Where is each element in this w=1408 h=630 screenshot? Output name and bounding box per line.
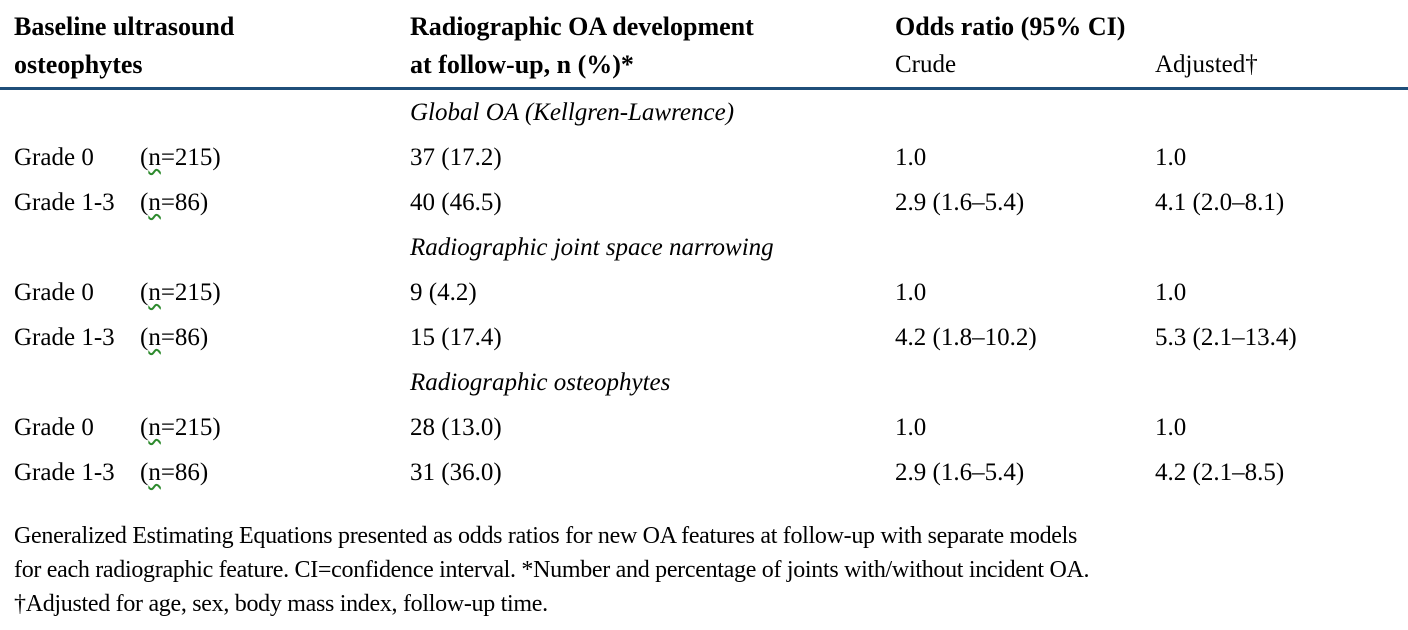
table-row: Grade 1-3 (n=86) 40 (46.5) 2.9 (1.6–5.4)… — [14, 180, 1394, 225]
section-heading-radiographic-osteophytes: Radiographic osteophytes — [410, 368, 671, 396]
adjusted-odds-value: 1.0 — [1155, 278, 1187, 306]
adjusted-odds-value: 4.1 (2.0–8.1) — [1155, 188, 1285, 216]
grammar-squiggle-n: n — [148, 323, 161, 351]
grammar-squiggle-n: n — [148, 188, 161, 216]
n-count: (n=86) — [140, 324, 410, 352]
table-row: Grade 1-3 (n=86) 31 (36.0) 2.9 (1.6–5.4)… — [14, 450, 1394, 495]
n-rest: =215) — [160, 413, 221, 441]
table-header: Baseline ultrasound osteophytes Radiogra… — [14, 8, 1394, 84]
n-paren-open: ( — [140, 188, 149, 216]
table-footnote: Generalized Estimating Equations present… — [14, 519, 1394, 621]
footnote-line: Generalized Estimating Equations present… — [14, 523, 1078, 549]
n-rest: =215) — [160, 278, 221, 306]
adjusted-odds-value: 1.0 — [1155, 143, 1187, 171]
table-row: Grade 1-3 (n=86) 15 (17.4) 4.2 (1.8–10.2… — [14, 315, 1394, 360]
crude-odds-value: 1.0 — [895, 143, 927, 171]
n-count: (n=86) — [140, 189, 410, 217]
n-rest: =86) — [160, 458, 209, 486]
development-value: 31 (36.0) — [410, 458, 502, 486]
grade-label: Grade 0 — [14, 413, 94, 441]
header-odds-ratio-group: Odds ratio (95% CI) Crude Adjusted† — [895, 8, 1394, 84]
adjusted-odds-value: 5.3 (2.1–13.4) — [1155, 323, 1297, 351]
n-paren-open: ( — [140, 143, 149, 171]
development-value: 40 (46.5) — [410, 188, 502, 216]
development-value: 15 (17.4) — [410, 323, 502, 351]
n-count: (n=86) — [140, 459, 410, 487]
n-paren-open: ( — [140, 323, 149, 351]
grade-label: Grade 1-3 — [14, 458, 115, 486]
development-value: 37 (17.2) — [410, 143, 502, 171]
grammar-squiggle-n: n — [148, 278, 161, 306]
n-rest: =86) — [160, 323, 209, 351]
n-rest: =215) — [160, 143, 221, 171]
crude-odds-value: 1.0 — [895, 278, 927, 306]
development-value: 9 (4.2) — [410, 278, 477, 306]
n-paren-open: ( — [140, 458, 149, 486]
grade-label: Grade 0 — [14, 143, 94, 171]
footnote-line: †Adjusted for age, sex, body mass index,… — [14, 591, 548, 617]
adjusted-odds-value: 4.2 (2.1–8.5) — [1155, 458, 1285, 486]
crude-odds-value: 1.0 — [895, 413, 927, 441]
grade-label: Grade 0 — [14, 278, 94, 306]
grade-label: Grade 1-3 — [14, 188, 115, 216]
n-paren-open: ( — [140, 278, 149, 306]
table-body: Global OA (Kellgren-Lawrence) Grade 0 (n… — [14, 90, 1394, 495]
table-row: Grade 0 (n=215) 37 (17.2) 1.0 1.0 — [14, 135, 1394, 180]
crude-odds-value: 2.9 (1.6–5.4) — [895, 188, 1025, 216]
section-heading-joint-space-narrowing: Radiographic joint space narrowing — [410, 233, 774, 261]
crude-odds-value: 2.9 (1.6–5.4) — [895, 458, 1025, 486]
grammar-squiggle-n: n — [148, 143, 161, 171]
n-count: (n=215) — [140, 279, 410, 307]
footnote-line: for each radiographic feature. CI=confid… — [14, 557, 1090, 583]
n-paren-open: ( — [140, 413, 149, 441]
header-odds-ratio-subrow: Crude Adjusted† — [895, 46, 1394, 84]
header-adjusted: Adjusted† — [1155, 51, 1258, 78]
grade-label: Grade 1-3 — [14, 323, 115, 351]
header-baseline-ultrasound: Baseline ultrasound osteophytes — [14, 12, 235, 79]
header-radiographic-development: Radiographic OA development at follow-up… — [410, 12, 754, 79]
grammar-squiggle-n: n — [148, 413, 161, 441]
n-count: (n=215) — [140, 414, 410, 442]
section-heading-global-oa: Global OA (Kellgren-Lawrence) — [410, 98, 735, 126]
n-rest: =86) — [160, 188, 209, 216]
n-count: (n=215) — [140, 144, 410, 172]
header-crude: Crude — [895, 51, 957, 78]
table-row: Grade 0 (n=215) 28 (13.0) 1.0 1.0 — [14, 405, 1394, 450]
table-row: Grade 0 (n=215) 9 (4.2) 1.0 1.0 — [14, 270, 1394, 315]
header-rule — [0, 87, 1408, 90]
header-odds-ratio: Odds ratio (95% CI) — [895, 12, 1126, 41]
crude-odds-value: 4.2 (1.8–10.2) — [895, 323, 1037, 351]
grammar-squiggle-n: n — [148, 458, 161, 486]
adjusted-odds-value: 1.0 — [1155, 413, 1187, 441]
development-value: 28 (13.0) — [410, 413, 502, 441]
